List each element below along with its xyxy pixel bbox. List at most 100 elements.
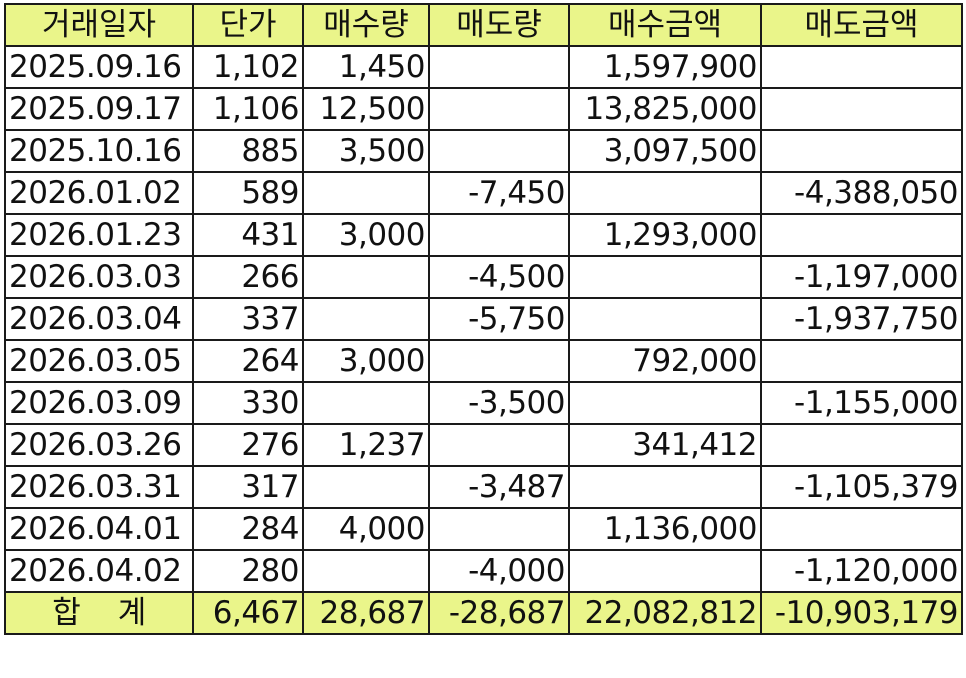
buy-amount-cell [568,255,762,299]
total-row: 합 계 6,467 28,687 -28,687 22,082,812 -10,… [4,591,963,635]
header-row: 거래일자 단가 매수량 매도량 매수금액 매도금액 [4,3,963,47]
sell-qty-cell: -7,450 [428,171,570,215]
sell-qty-cell: -5,750 [428,297,570,341]
header-buy-qty: 매수량 [302,3,430,47]
table-row: 2026.03.03 266 -4,500 -1,197,000 [4,255,963,299]
date-cell: 2026.03.05 [4,339,194,383]
header-date: 거래일자 [4,3,194,47]
date-cell: 2026.04.01 [4,507,194,551]
header-unit-price: 단가 [192,3,304,47]
sell-amount-cell [760,45,963,89]
buy-qty-cell [302,171,430,215]
buy-amount-cell [568,465,762,509]
table-row: 2025.09.16 1,102 1,450 1,597,900 [4,45,963,89]
header-buy-amount: 매수금액 [568,3,762,47]
sell-amount-cell [760,339,963,383]
total-sell-qty: -28,687 [428,591,570,635]
total-label: 합 계 [4,591,194,635]
sell-amount-cell [760,507,963,551]
buy-qty-cell [302,297,430,341]
sell-amount-cell [760,423,963,467]
table-row: 2026.03.31 317 -3,487 -1,105,379 [4,465,963,509]
total-buy-amount: 22,082,812 [568,591,762,635]
sell-amount-cell [760,213,963,257]
sell-qty-cell: -4,500 [428,255,570,299]
table-row: 2026.03.09 330 -3,500 -1,155,000 [4,381,963,425]
table-row: 2026.04.02 280 -4,000 -1,120,000 [4,549,963,593]
sell-qty-cell [428,45,570,89]
buy-qty-cell [302,549,430,593]
sell-qty-cell [428,507,570,551]
unit-price-cell: 280 [192,549,304,593]
buy-amount-cell: 13,825,000 [568,87,762,131]
buy-qty-cell [302,381,430,425]
sell-qty-cell: -3,500 [428,381,570,425]
sell-amount-cell: -4,388,050 [760,171,963,215]
buy-qty-cell [302,255,430,299]
sell-amount-cell [760,87,963,131]
unit-price-cell: 266 [192,255,304,299]
date-cell: 2026.01.23 [4,213,194,257]
total-buy-qty: 28,687 [302,591,430,635]
sell-amount-cell: -1,155,000 [760,381,963,425]
buy-amount-cell [568,549,762,593]
unit-price-cell: 284 [192,507,304,551]
sell-qty-cell [428,129,570,173]
date-cell: 2026.03.03 [4,255,194,299]
buy-amount-cell [568,297,762,341]
table-row: 2026.04.01 284 4,000 1,136,000 [4,507,963,551]
sell-amount-cell: -1,105,379 [760,465,963,509]
buy-qty-cell: 1,237 [302,423,430,467]
unit-price-cell: 337 [192,297,304,341]
sell-qty-cell [428,339,570,383]
buy-qty-cell [302,465,430,509]
sell-qty-cell [428,87,570,131]
buy-qty-cell: 4,000 [302,507,430,551]
buy-qty-cell: 12,500 [302,87,430,131]
unit-price-cell: 1,106 [192,87,304,131]
buy-qty-cell: 3,000 [302,213,430,257]
buy-amount-cell: 1,293,000 [568,213,762,257]
unit-price-cell: 885 [192,129,304,173]
table-row: 2026.01.02 589 -7,450 -4,388,050 [4,171,963,215]
header-sell-amount: 매도금액 [760,3,963,47]
sell-qty-cell: -3,487 [428,465,570,509]
buy-qty-cell: 1,450 [302,45,430,89]
date-cell: 2026.03.26 [4,423,194,467]
buy-amount-cell: 1,597,900 [568,45,762,89]
table-row: 2025.10.16 885 3,500 3,097,500 [4,129,963,173]
trade-table-container: 거래일자 단가 매수량 매도량 매수금액 매도금액 2025.09.16 1,10… [4,3,963,635]
sell-qty-cell [428,213,570,257]
sell-qty-cell [428,423,570,467]
date-cell: 2025.10.16 [4,129,194,173]
table-row: 2026.03.05 264 3,000 792,000 [4,339,963,383]
table-row: 2026.03.04 337 -5,750 -1,937,750 [4,297,963,341]
buy-amount-cell: 3,097,500 [568,129,762,173]
date-cell: 2026.03.31 [4,465,194,509]
unit-price-cell: 330 [192,381,304,425]
sell-amount-cell: -1,197,000 [760,255,963,299]
trade-table: 거래일자 단가 매수량 매도량 매수금액 매도금액 2025.09.16 1,10… [4,3,963,635]
unit-price-cell: 317 [192,465,304,509]
unit-price-cell: 264 [192,339,304,383]
buy-amount-cell [568,171,762,215]
table-row: 2026.01.23 431 3,000 1,293,000 [4,213,963,257]
buy-amount-cell: 341,412 [568,423,762,467]
sell-amount-cell: -1,120,000 [760,549,963,593]
total-sell-amount: -10,903,179 [760,591,963,635]
buy-qty-cell: 3,500 [302,129,430,173]
date-cell: 2025.09.17 [4,87,194,131]
buy-amount-cell: 792,000 [568,339,762,383]
date-cell: 2026.03.09 [4,381,194,425]
buy-amount-cell [568,381,762,425]
date-cell: 2026.03.04 [4,297,194,341]
unit-price-cell: 1,102 [192,45,304,89]
header-sell-qty: 매도량 [428,3,570,47]
table-row: 2026.03.26 276 1,237 341,412 [4,423,963,467]
sell-amount-cell [760,129,963,173]
date-cell: 2026.04.02 [4,549,194,593]
total-unit-price: 6,467 [192,591,304,635]
buy-amount-cell: 1,136,000 [568,507,762,551]
buy-qty-cell: 3,000 [302,339,430,383]
sell-amount-cell: -1,937,750 [760,297,963,341]
